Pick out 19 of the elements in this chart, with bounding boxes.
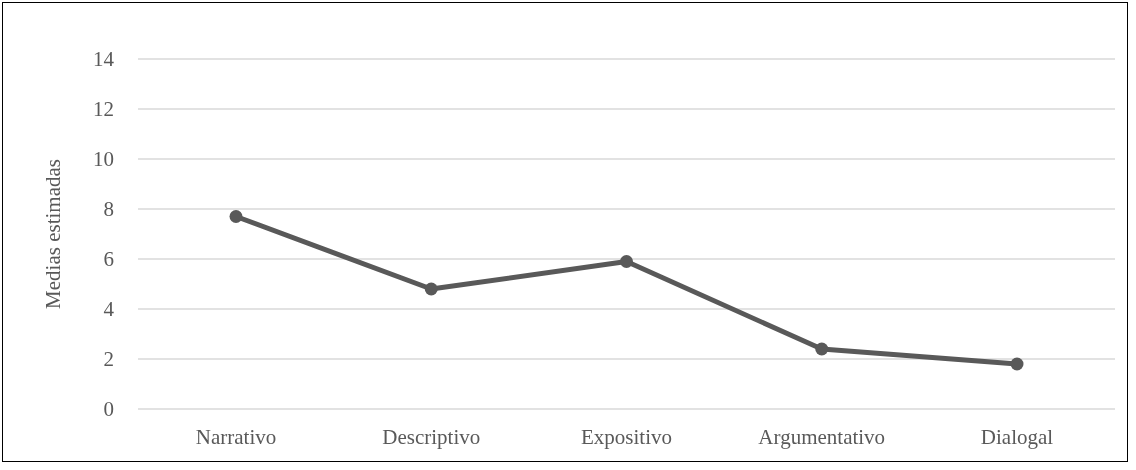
point (620, 255, 633, 268)
x-tick-label: Narrativo (195, 424, 277, 449)
y-tick-label: 12 (93, 97, 114, 122)
x-tick-label: Expositivo (580, 424, 673, 449)
point (229, 210, 243, 223)
y-tick-label: 14 (93, 47, 115, 72)
y-tick-label: 2 (103, 347, 114, 372)
x-tick-label: Dialogal (980, 424, 1054, 449)
x-tick-label: Argumentativo (758, 424, 886, 449)
x-tick-label: Descriptivo (382, 424, 481, 449)
y-axis-title: Medias estimadas (41, 159, 66, 309)
y-tick-label: 8 (103, 197, 114, 222)
y-tick-label: 10 (93, 147, 114, 172)
point (424, 282, 438, 296)
y-tick-label: 4 (103, 297, 115, 322)
y-tick-label: 0 (103, 397, 114, 422)
point (815, 342, 829, 356)
y-tick-label: 6 (103, 247, 114, 272)
point (1010, 357, 1024, 371)
